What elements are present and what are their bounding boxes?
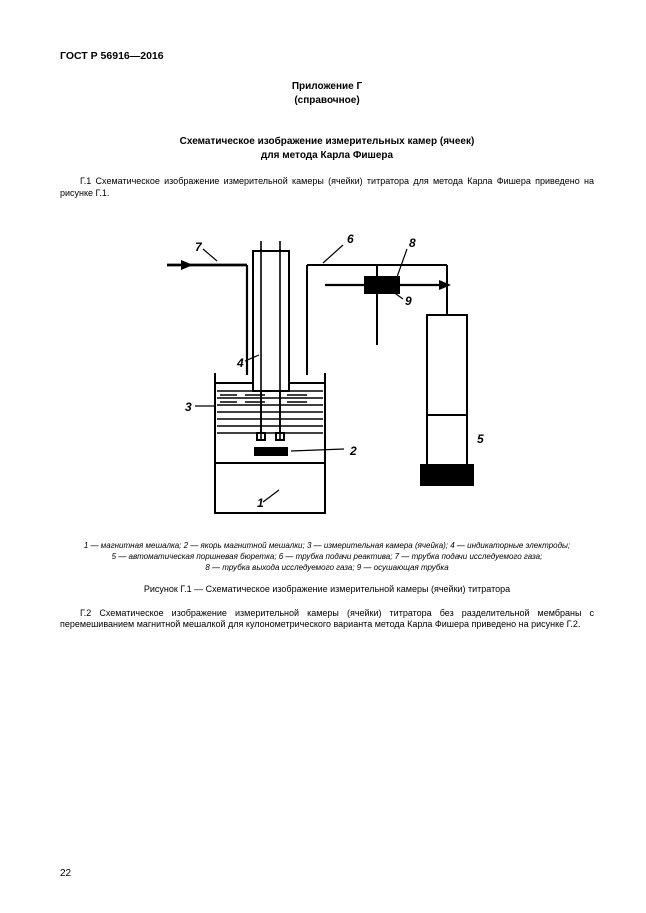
title-line1: Схематическое изображение измерительных … [180,136,475,147]
annex-line2: (справочное) [294,95,359,106]
legend-line3: 8 — трубка выхода исследуемого газа; 9 —… [205,563,448,572]
section-title: Схематическое изображение измерительных … [60,135,594,162]
svg-text:2: 2 [349,444,357,458]
svg-text:5: 5 [477,432,484,446]
title-line2: для метода Карла Фишера [261,150,393,161]
svg-text:9: 9 [405,294,412,308]
svg-text:6: 6 [347,232,354,246]
svg-text:1: 1 [257,496,264,510]
svg-text:8: 8 [409,236,416,250]
page: ГОСТ Р 56916—2016 Приложение Г (справочн… [0,0,646,913]
schematic-diagram: 1 2 3 4 5 6 7 8 9 [147,205,507,535]
document-id: ГОСТ Р 56916—2016 [60,50,594,62]
svg-text:7: 7 [195,240,203,254]
figure-g1: 1 2 3 4 5 6 7 8 9 [147,205,507,535]
paragraph-g1: Г.1 Схематическое изображение измеритель… [60,176,594,199]
paragraph-g2: Г.2 Схематическое изображение измеритель… [60,608,594,631]
svg-text:3: 3 [185,400,192,414]
legend-line1: 1 — магнитная мешалка; 2 — якорь магнитн… [84,541,570,550]
svg-text:4: 4 [236,356,244,370]
figure-caption: Рисунок Г.1 — Схематическое изображение … [60,584,594,594]
annex-header: Приложение Г (справочное) [60,80,594,107]
legend-line2: 5 — автоматическая поршневая бюретка; 6 … [112,552,543,561]
figure-legend: 1 — магнитная мешалка; 2 — якорь магнитн… [60,541,594,573]
page-number: 22 [60,868,71,879]
annex-line1: Приложение Г [292,81,362,92]
